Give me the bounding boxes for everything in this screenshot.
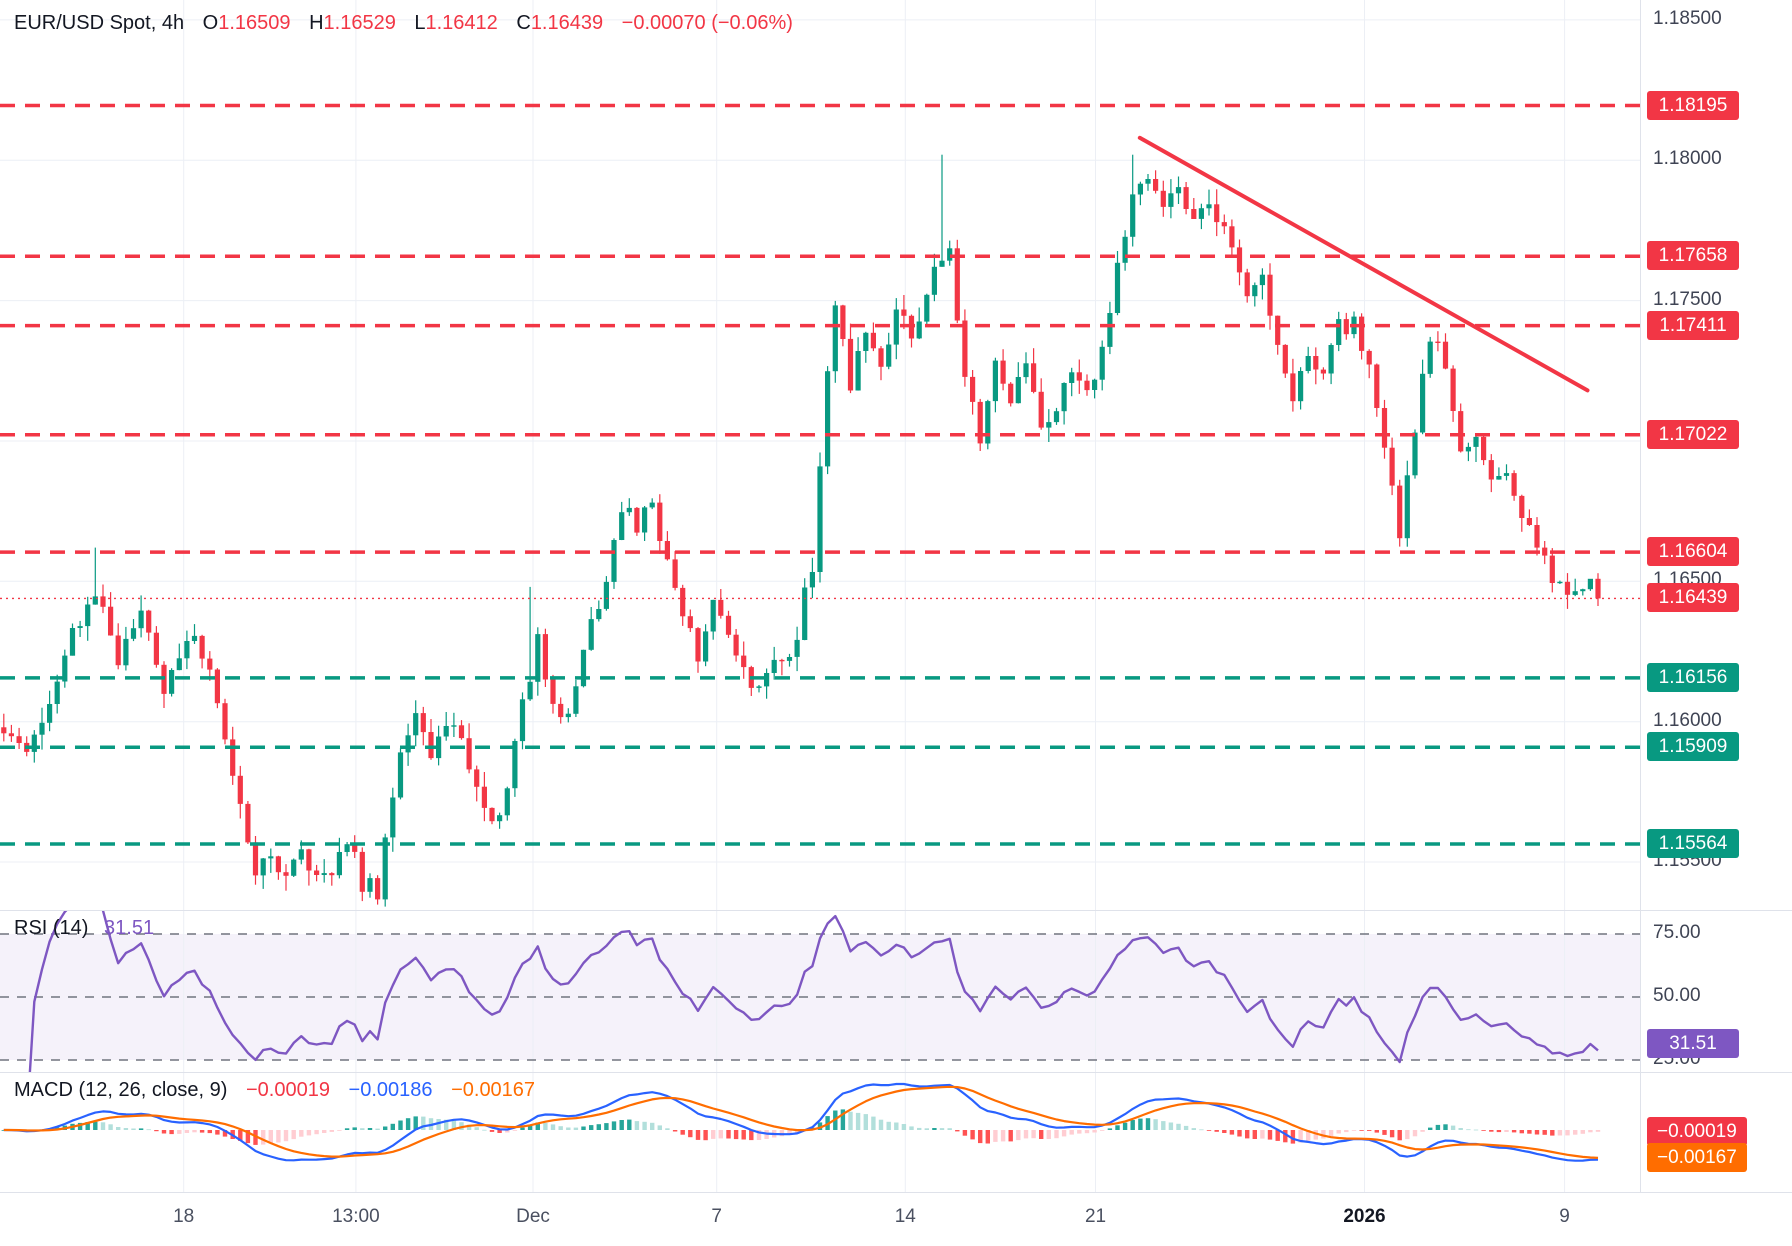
rsi-value: 31.51 (104, 917, 155, 939)
symbol-title: EUR/USD Spot, 4h (14, 12, 185, 34)
rsi-pane[interactable] (0, 910, 1640, 1072)
ohlc-high-value: 1.16529 (323, 12, 396, 34)
time-axis-label: 9 (1559, 1206, 1570, 1227)
resistance-price-badge: 1.17022 (1647, 419, 1739, 449)
resistance-price-badge: 1.17658 (1647, 241, 1739, 271)
ohlc-open-value: 1.16509 (218, 12, 291, 34)
time-axis-separator (0, 1192, 1792, 1193)
rsi-axis-label: 75.00 (1653, 922, 1701, 943)
support-price-badge: 1.15564 (1647, 829, 1739, 859)
macd-line-value: −0.00186 (348, 1079, 433, 1101)
symbol-legend[interactable]: EUR/USD Spot, 4h O1.16509 H1.16529 L1.16… (14, 12, 793, 35)
price-pane[interactable] (0, 0, 1640, 910)
price-axis-label: 1.18000 (1653, 148, 1722, 170)
macd-signal-badge: −0.00167 (1647, 1142, 1747, 1172)
trendline (1137, 135, 1590, 393)
macd-signal-line (3, 1085, 1599, 1159)
rsi-axis-label: 50.00 (1653, 985, 1701, 1006)
macd-signal-value: −0.00167 (451, 1079, 536, 1101)
macd-hist-badge: −0.00019 (1647, 1116, 1747, 1146)
ohlc-close-key: C (516, 12, 531, 34)
time-axis-label: 13:00 (332, 1206, 380, 1227)
time-axis-label: 21 (1084, 1206, 1107, 1227)
change-value: −0.00070 (−0.06%) (621, 12, 793, 34)
rsi-line (28, 910, 1599, 1072)
time-axis-label: 14 (894, 1206, 916, 1227)
ohlc-low: L1.16412 (414, 12, 497, 34)
macd-hist-value: −0.00019 (245, 1079, 330, 1101)
rsi-value-badge: 31.51 (1647, 1028, 1739, 1058)
ohlc-close: C1.16439 (516, 12, 603, 34)
pane-separator[interactable] (0, 1072, 1792, 1073)
price-grid (0, 0, 1640, 910)
time-axis[interactable]: 18 13:00 Dec 7 14 21 2026 9 (0, 1192, 1792, 1246)
macd-title: MACD (12, 26, close, 9) (14, 1079, 228, 1101)
last-price-badge: 1.16439 (1647, 583, 1739, 613)
ohlc-low-key: L (414, 12, 426, 34)
rsi-legend[interactable]: RSI (14) 31.51 (14, 917, 154, 940)
ohlc-high: H1.16529 (309, 12, 396, 34)
pane-separator[interactable] (0, 910, 1792, 911)
resistance-price-badge: 1.16604 (1647, 537, 1739, 567)
resistance-price-badge: 1.17411 (1647, 310, 1739, 340)
price-axis-label: 1.18500 (1653, 7, 1722, 29)
support-price-badge: 1.16156 (1647, 662, 1739, 692)
price-axis-label: 1.16000 (1653, 709, 1722, 731)
time-axis-label: 18 (173, 1206, 195, 1227)
macd-line (3, 1082, 1599, 1162)
ohlc-open-key: O (202, 12, 219, 34)
ohlc-open: O1.16509 (203, 12, 291, 34)
time-axis-label: Dec (516, 1206, 550, 1227)
time-axis-label: 2026 (1343, 1206, 1386, 1227)
time-axis-label: 7 (711, 1206, 722, 1227)
price-axis-label: 1.17500 (1653, 288, 1722, 310)
support-price-badge: 1.15909 (1647, 732, 1739, 762)
macd-pane[interactable] (0, 1072, 1640, 1192)
resistance-price-badge: 1.18195 (1647, 90, 1739, 120)
right-price-axis[interactable]: 1.18500 1.18000 1.17500 1.16500 1.16000 1.155… (1640, 0, 1792, 1192)
ohlc-low-value: 1.16412 (425, 12, 498, 34)
rsi-title: RSI (14) (14, 917, 89, 939)
ohlc-high-key: H (309, 12, 324, 34)
macd-legend[interactable]: MACD (12, 26, close, 9) −0.00019 −0.0018… (14, 1079, 535, 1102)
candles (1, 154, 1601, 907)
ohlc-close-value: 1.16439 (530, 12, 604, 34)
